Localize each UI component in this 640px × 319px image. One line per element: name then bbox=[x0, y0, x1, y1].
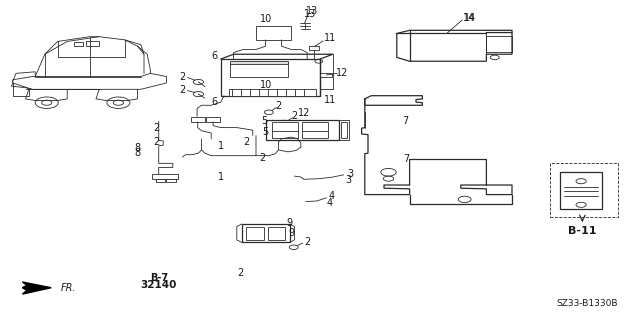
Text: 12: 12 bbox=[336, 68, 349, 78]
Text: 2: 2 bbox=[304, 237, 310, 247]
Text: 2: 2 bbox=[179, 85, 186, 95]
Bar bbox=[309, 46, 319, 50]
Text: 1: 1 bbox=[218, 172, 224, 182]
Text: 11: 11 bbox=[323, 33, 336, 43]
Text: 1: 1 bbox=[218, 141, 224, 151]
Bar bbox=[156, 179, 165, 182]
Bar bbox=[230, 63, 288, 77]
Bar bbox=[550, 163, 618, 217]
Bar bbox=[268, 227, 285, 240]
Bar bbox=[246, 227, 264, 240]
Text: 5: 5 bbox=[261, 116, 268, 126]
Bar bbox=[242, 224, 290, 242]
Bar bbox=[486, 36, 512, 52]
Text: 2: 2 bbox=[179, 71, 186, 82]
Text: 10: 10 bbox=[259, 14, 272, 24]
Text: B-7: B-7 bbox=[150, 273, 168, 283]
Text: 8: 8 bbox=[134, 143, 141, 153]
Bar bbox=[320, 73, 332, 77]
Text: SZ33-B1330B: SZ33-B1330B bbox=[556, 299, 618, 308]
Bar bbox=[266, 120, 339, 140]
Text: 12: 12 bbox=[298, 108, 310, 118]
Text: 5: 5 bbox=[262, 127, 269, 137]
Text: 13: 13 bbox=[305, 6, 318, 16]
Bar bbox=[229, 89, 316, 96]
Bar bbox=[272, 122, 298, 138]
Text: 11: 11 bbox=[323, 95, 336, 106]
Text: 2: 2 bbox=[259, 153, 266, 163]
Text: 9: 9 bbox=[288, 228, 294, 238]
Text: 4: 4 bbox=[328, 191, 335, 201]
Text: 14: 14 bbox=[464, 12, 477, 23]
Bar bbox=[86, 41, 99, 46]
Text: 2: 2 bbox=[275, 101, 282, 111]
Bar bbox=[560, 172, 602, 209]
Text: 9: 9 bbox=[286, 218, 292, 228]
Text: 2: 2 bbox=[291, 111, 298, 121]
Text: 3: 3 bbox=[348, 169, 354, 179]
Text: 2: 2 bbox=[243, 137, 250, 147]
Bar bbox=[152, 174, 178, 179]
Text: 32140: 32140 bbox=[141, 279, 177, 290]
Text: 6: 6 bbox=[211, 51, 218, 61]
Bar bbox=[74, 42, 83, 46]
Text: 2: 2 bbox=[154, 122, 160, 133]
Text: 8: 8 bbox=[134, 148, 141, 158]
Bar bbox=[341, 122, 347, 138]
Text: B-11: B-11 bbox=[568, 226, 596, 236]
Text: FR.: FR. bbox=[61, 283, 76, 293]
Bar bbox=[191, 117, 205, 122]
Text: 7: 7 bbox=[403, 154, 410, 165]
Text: 2: 2 bbox=[237, 268, 243, 278]
Bar bbox=[230, 61, 288, 64]
Text: 13: 13 bbox=[304, 9, 317, 19]
Bar bbox=[256, 26, 291, 40]
Text: 2: 2 bbox=[154, 137, 160, 147]
Text: 7: 7 bbox=[402, 116, 408, 126]
Text: 6: 6 bbox=[211, 97, 218, 107]
Bar bbox=[166, 179, 176, 182]
Text: 10: 10 bbox=[259, 79, 272, 90]
Text: 14: 14 bbox=[463, 12, 476, 23]
Text: 4: 4 bbox=[326, 197, 333, 208]
Bar bbox=[302, 122, 328, 138]
Text: 3: 3 bbox=[346, 175, 352, 185]
Bar bbox=[206, 117, 220, 122]
Bar bbox=[221, 59, 320, 96]
Polygon shape bbox=[22, 282, 51, 294]
